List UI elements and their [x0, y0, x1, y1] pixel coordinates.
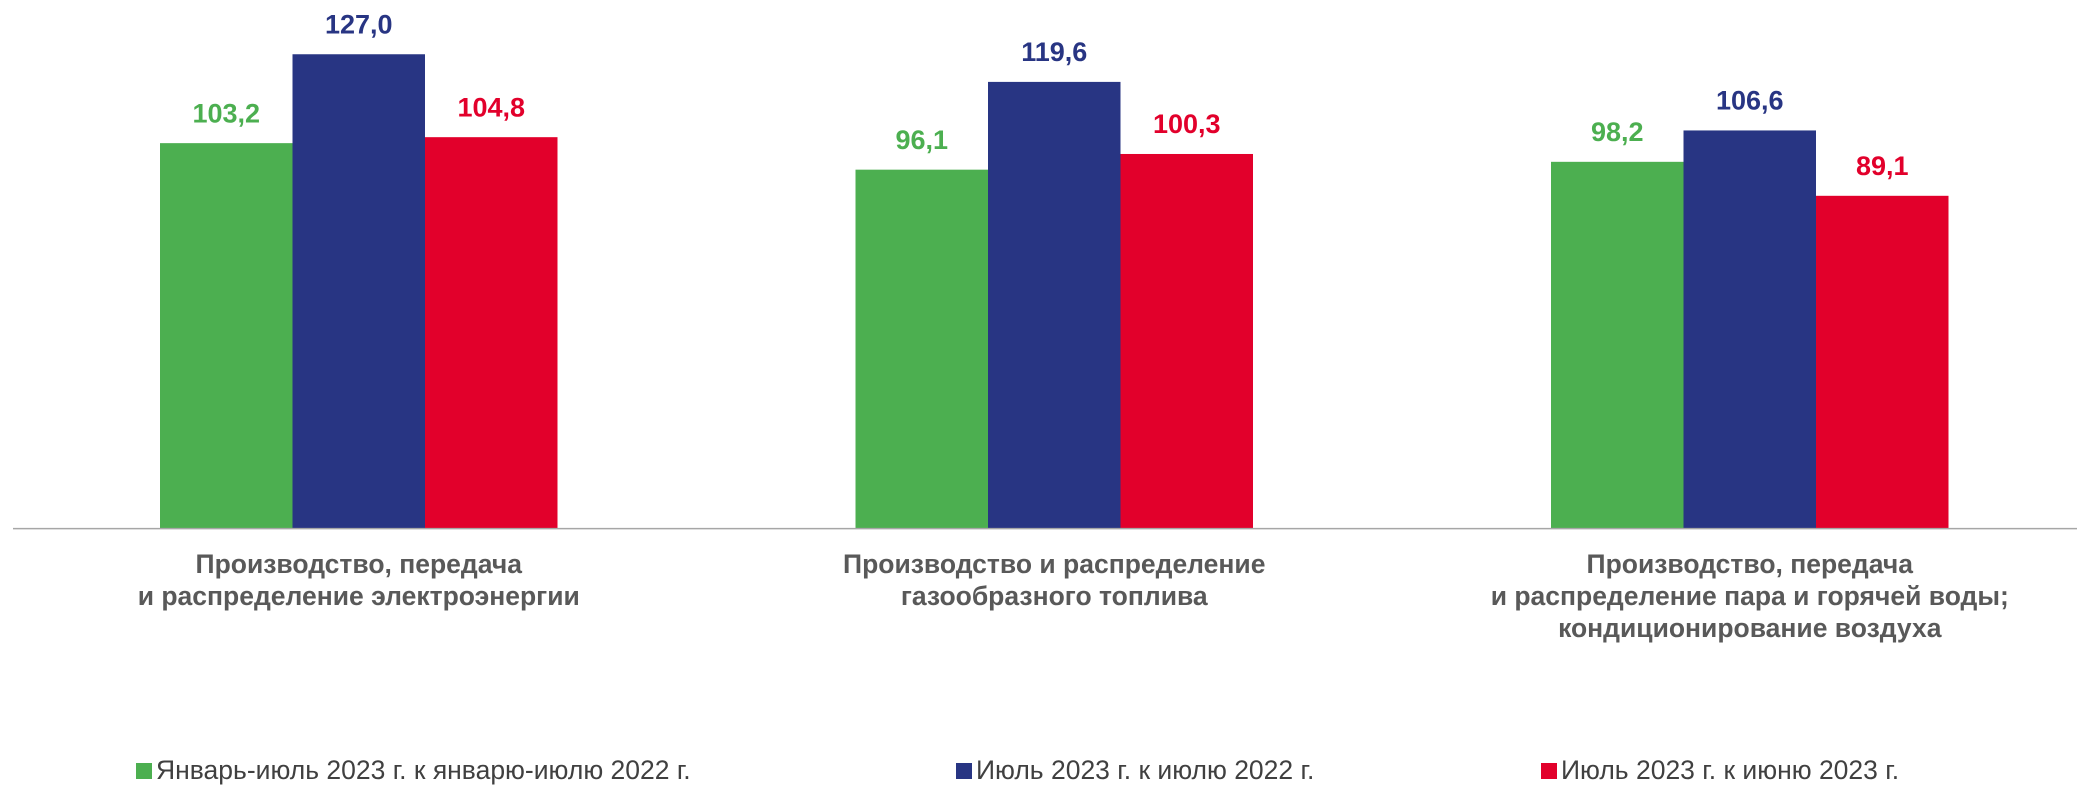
value-label: 104,8: [457, 92, 525, 122]
legend-label: Июль 2023 г. к июню 2023 г.: [1561, 755, 1900, 785]
bar: [1120, 153, 1253, 529]
legend-swatch: [1541, 762, 1557, 779]
value-label: 96,1: [895, 125, 948, 155]
value-label: 119,6: [1021, 37, 1087, 67]
category-label: Производство, передача и распределение э…: [137, 549, 580, 611]
legend-label: Январь-июль 2023 г. к январю-июлю 2022 г…: [156, 755, 691, 785]
value-label: 103,2: [192, 98, 260, 128]
bar: [1816, 195, 1949, 529]
legend-item: Январь-июль 2023 г. к январю-июлю 2022 г…: [136, 755, 691, 786]
value-label: 100,3: [1153, 109, 1221, 139]
value-label: 127,0: [325, 9, 393, 39]
value-label: 98,2: [1591, 117, 1644, 147]
category-label: Производство и распределение газообразно…: [843, 549, 1266, 611]
legend-item: Июль 2023 г. к июню 2023 г.: [1541, 755, 1899, 786]
bar: [1683, 130, 1816, 529]
legend-swatch: [136, 762, 152, 779]
bar: [988, 81, 1121, 529]
bar: [160, 143, 293, 529]
legend-swatch: [956, 762, 972, 779]
legend-label: Июль 2023 г. к июлю 2022 г.: [976, 755, 1315, 785]
bar: [292, 54, 425, 529]
value-label: 106,6: [1716, 86, 1784, 116]
bar: [425, 137, 558, 529]
category-label: Производство, передача и распределение п…: [1490, 549, 2009, 643]
value-label: 89,1: [1856, 151, 1909, 181]
bar: [855, 169, 988, 529]
bar: [1551, 161, 1684, 529]
legend-item: Июль 2023 г. к июлю 2022 г.: [956, 755, 1314, 786]
